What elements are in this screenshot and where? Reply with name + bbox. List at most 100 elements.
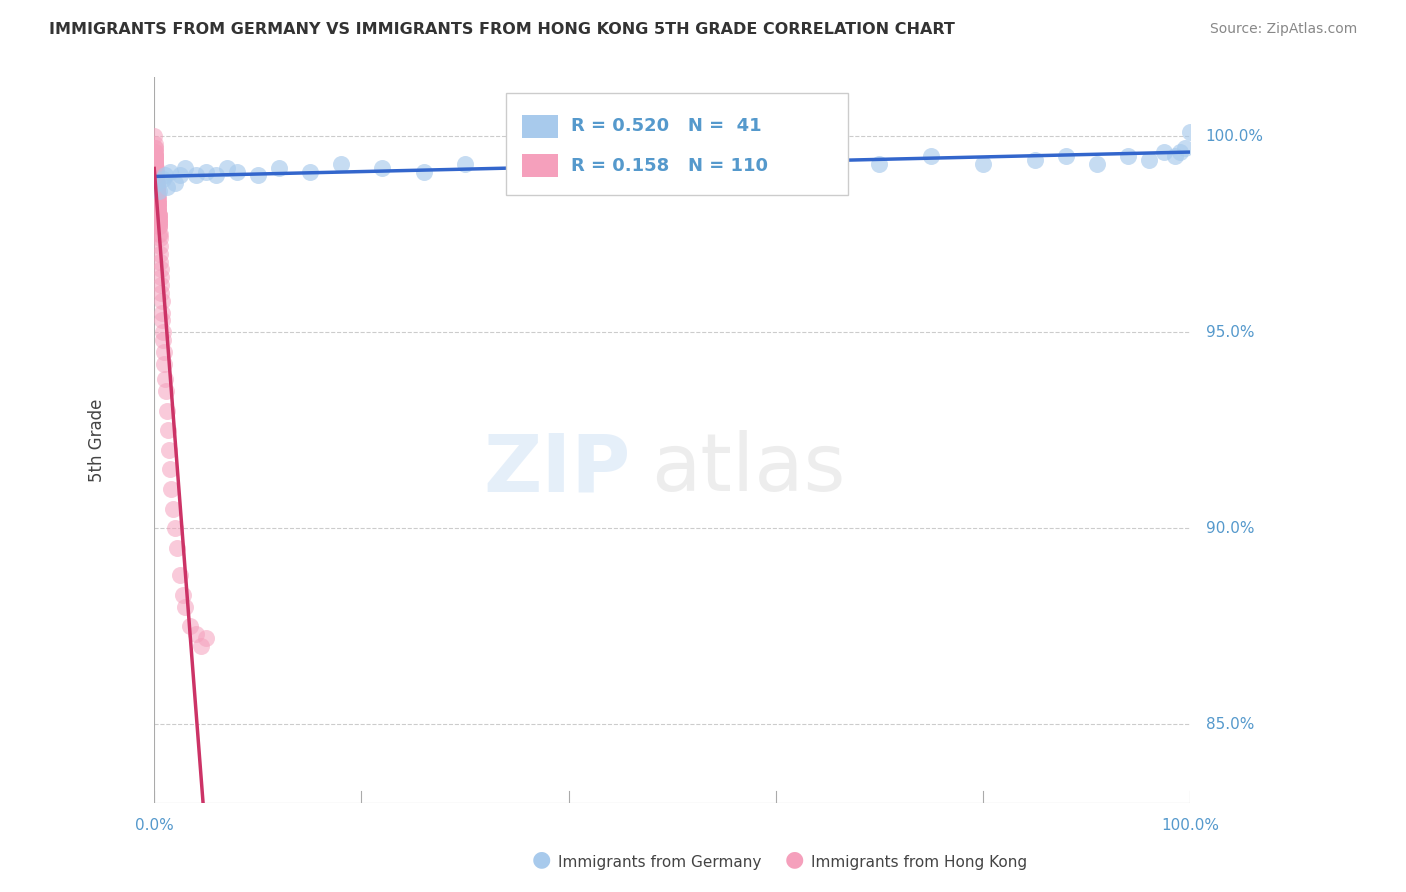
Point — [145, 184, 167, 198]
Point — [148, 184, 170, 198]
Point — [195, 631, 218, 645]
Point — [145, 161, 167, 175]
Point — [148, 211, 170, 226]
Point — [765, 161, 787, 175]
Point — [920, 149, 942, 163]
Point — [145, 161, 167, 175]
Point — [143, 141, 166, 155]
Point — [145, 156, 167, 170]
Point — [143, 149, 166, 163]
Text: R = 0.520   N =  41: R = 0.520 N = 41 — [571, 118, 761, 136]
Point — [143, 149, 166, 163]
Point — [143, 153, 166, 167]
Text: ●: ● — [785, 850, 804, 870]
Point — [148, 227, 170, 242]
Point — [146, 188, 169, 202]
Text: 5th Grade: 5th Grade — [89, 399, 107, 482]
Point — [146, 180, 169, 194]
Point — [184, 627, 207, 641]
Point — [149, 262, 172, 277]
Point — [148, 203, 170, 218]
Point — [146, 200, 169, 214]
Point — [609, 161, 631, 175]
Point — [412, 164, 434, 178]
Point — [149, 270, 172, 285]
Point — [713, 153, 735, 167]
Point — [143, 156, 166, 170]
Point — [149, 254, 172, 268]
Text: 85.0%: 85.0% — [1206, 716, 1254, 731]
Text: 100.0%: 100.0% — [1161, 818, 1219, 833]
Text: ZIP: ZIP — [484, 431, 631, 508]
Point — [143, 141, 166, 155]
Point — [145, 172, 167, 186]
Point — [152, 172, 174, 186]
Point — [506, 161, 529, 175]
Point — [454, 156, 477, 170]
Point — [195, 164, 218, 178]
Point — [174, 599, 197, 614]
Point — [145, 164, 167, 178]
Point — [1174, 141, 1197, 155]
Point — [143, 156, 166, 170]
Point — [152, 333, 174, 347]
Point — [557, 153, 579, 167]
Bar — [522, 115, 558, 138]
Point — [145, 169, 167, 183]
Point — [145, 164, 167, 178]
Point — [146, 203, 169, 218]
Point — [146, 184, 169, 198]
Text: R = 0.158   N = 110: R = 0.158 N = 110 — [571, 157, 768, 175]
Point — [148, 203, 170, 218]
Point — [972, 156, 994, 170]
Point — [145, 180, 167, 194]
Point — [145, 169, 167, 183]
Point — [145, 176, 167, 190]
Point — [145, 180, 167, 194]
Point — [145, 169, 167, 183]
Point — [1085, 156, 1108, 170]
Point — [150, 305, 173, 319]
Point — [146, 176, 169, 190]
Point — [298, 164, 321, 178]
Point — [143, 153, 166, 167]
Point — [143, 161, 166, 175]
FancyBboxPatch shape — [506, 93, 848, 195]
Point — [143, 149, 166, 163]
Point — [1168, 145, 1191, 159]
Point — [145, 184, 167, 198]
Point — [1163, 149, 1185, 163]
Point — [145, 176, 167, 190]
Point — [184, 169, 207, 183]
Point — [146, 192, 169, 206]
Text: atlas: atlas — [651, 431, 846, 508]
Point — [215, 161, 238, 175]
Point — [143, 145, 166, 159]
Point — [146, 200, 169, 214]
Point — [146, 188, 169, 202]
Point — [143, 156, 166, 170]
Point — [146, 188, 169, 202]
Point — [868, 156, 890, 170]
Bar — [522, 154, 558, 178]
Point — [174, 161, 197, 175]
Point — [1153, 145, 1175, 159]
Point — [169, 568, 191, 582]
Point — [146, 200, 169, 214]
Point — [143, 129, 166, 144]
Point — [159, 164, 181, 178]
Point — [149, 231, 172, 245]
Point — [166, 541, 188, 555]
Point — [190, 639, 212, 653]
Point — [148, 211, 170, 226]
Point — [146, 195, 169, 210]
Point — [146, 195, 169, 210]
Point — [150, 313, 173, 327]
Point — [148, 219, 170, 234]
Point — [143, 153, 166, 167]
Point — [148, 211, 170, 226]
Point — [145, 172, 167, 186]
Point — [146, 180, 169, 194]
Point — [146, 184, 169, 198]
Point — [1178, 125, 1201, 139]
